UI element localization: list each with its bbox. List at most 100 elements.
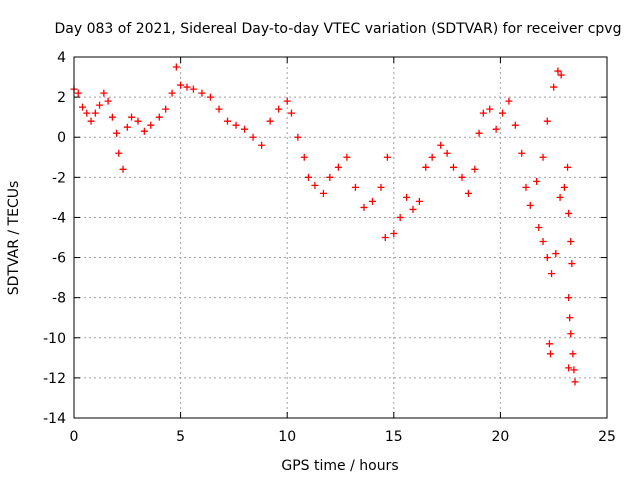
data-point: [518, 149, 526, 157]
data-point: [249, 133, 257, 141]
y-axis-ticks: -14 -12 -10 -8 -6 -4 -2 0 2 4: [43, 50, 607, 427]
data-point: [300, 153, 308, 161]
data-point: [162, 105, 170, 113]
x-tick-label: 20: [491, 429, 509, 445]
data-point: [464, 189, 472, 197]
data-point: [351, 183, 359, 191]
data-point: [232, 121, 240, 129]
data-point: [123, 123, 131, 131]
y-tick-label: -12: [43, 371, 66, 387]
data-point: [505, 97, 513, 105]
data-point: [554, 67, 562, 75]
y-tick-label: -8: [52, 291, 66, 307]
data-point: [198, 89, 206, 97]
data-point: [475, 129, 483, 137]
data-point: [168, 89, 176, 97]
data-point: [319, 189, 327, 197]
data-point: [396, 213, 404, 221]
y-tick-label: 2: [57, 90, 66, 106]
data-point: [564, 163, 572, 171]
data-point: [241, 125, 249, 133]
data-point: [79, 103, 87, 111]
data-point: [567, 330, 575, 338]
data-point: [403, 193, 411, 201]
data-point: [422, 163, 430, 171]
data-point: [522, 183, 530, 191]
data-point: [511, 121, 519, 129]
x-tick-label: 25: [598, 429, 616, 445]
data-point: [119, 165, 127, 173]
data-point: [128, 113, 136, 121]
y-tick-label: -14: [43, 411, 66, 427]
data-point: [539, 238, 547, 246]
data-point: [565, 364, 573, 372]
x-axis-ticks: 0 5 10 15 20 25: [70, 57, 616, 445]
x-tick-label: 10: [278, 429, 296, 445]
data-point: [428, 153, 436, 161]
data-point: [183, 83, 191, 91]
data-point: [571, 378, 579, 386]
data-point: [381, 234, 389, 241]
data-point: [305, 173, 313, 181]
plot-frame: [73, 56, 608, 419]
data-point: [486, 105, 494, 113]
data-point: [471, 165, 479, 173]
data-point: [172, 63, 180, 71]
data-point: [570, 366, 578, 374]
data-point: [377, 183, 385, 191]
x-tick-label: 0: [70, 429, 79, 445]
data-point: [479, 109, 487, 117]
x-axis-label: GPS time / hours: [281, 458, 398, 474]
data-point: [140, 127, 148, 135]
data-point: [458, 173, 466, 181]
data-point: [147, 121, 155, 129]
data-point: [83, 109, 91, 117]
data-point: [569, 350, 577, 358]
data-point: [155, 113, 163, 121]
data-point: [568, 260, 576, 268]
data-point: [443, 149, 451, 157]
data-point: [177, 81, 185, 89]
y-axis-label: SDTVAR / TECUs: [6, 181, 22, 296]
data-point: [74, 89, 82, 97]
data-point: [565, 294, 573, 302]
data-point: [343, 153, 351, 161]
data-point: [492, 125, 500, 133]
data-point: [556, 193, 564, 201]
data-point: [326, 173, 334, 181]
y-tick-label: -2: [52, 170, 66, 186]
data-point: [415, 197, 423, 205]
data-point: [526, 201, 534, 209]
data-point: [206, 93, 214, 101]
data-point: [545, 340, 553, 348]
data-point: [565, 209, 573, 217]
data-point: [115, 149, 123, 157]
data-point: [108, 113, 116, 121]
y-tick-label: 4: [57, 50, 66, 66]
y-tick-label: -4: [52, 210, 66, 226]
y-tick-label: -10: [43, 331, 66, 347]
data-point: [368, 197, 376, 205]
data-point: [87, 117, 95, 125]
data-point: [390, 229, 398, 237]
data-point: [360, 203, 368, 211]
data-point: [113, 129, 121, 137]
data-point: [552, 250, 560, 258]
grid: [74, 57, 607, 418]
data-point: [283, 97, 291, 105]
data-point: [499, 109, 507, 117]
data-point: [287, 109, 295, 117]
data-point: [215, 105, 223, 113]
data-point: [550, 83, 558, 91]
chart-title: Day 083 of 2021, Sidereal Day-to-day VTE…: [55, 21, 622, 37]
data-point: [334, 163, 342, 171]
data-point: [224, 117, 232, 125]
data-point: [134, 117, 142, 125]
data-point: [311, 181, 319, 189]
data-point: [543, 254, 551, 262]
x-tick-label: 5: [176, 429, 185, 445]
data-point: [266, 117, 274, 125]
data-point: [437, 141, 445, 149]
data-point: [104, 97, 112, 105]
